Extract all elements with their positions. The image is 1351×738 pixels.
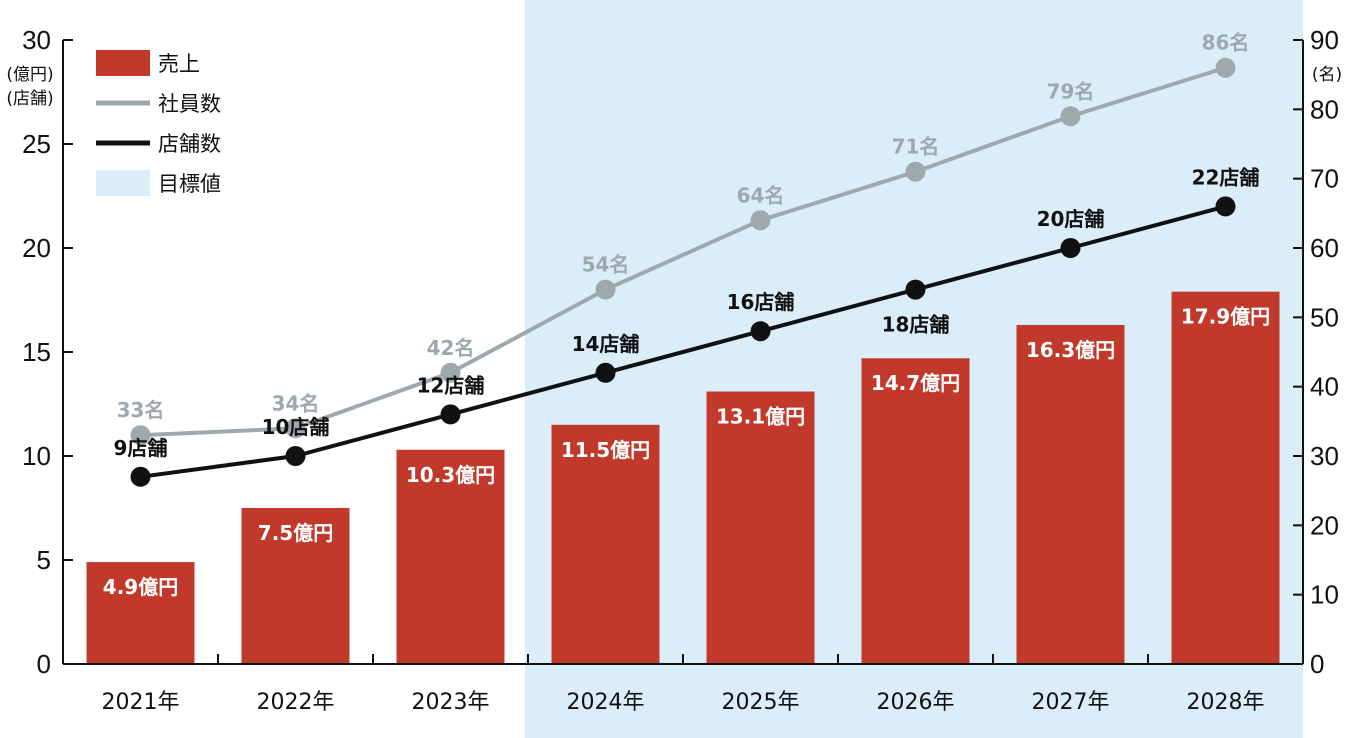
stores-line: [140, 204, 1227, 479]
employees-point-label: 86名: [1202, 31, 1250, 55]
bar-value-label: 4.9億円: [103, 575, 178, 599]
bar-sales: [86, 562, 195, 664]
employees-point-label: 34名: [272, 391, 320, 415]
bar-value-label: 14.7億円: [871, 371, 960, 395]
stores-point: [440, 404, 461, 425]
y-right-tick-label: 20: [1310, 510, 1339, 540]
stores-point: [1060, 238, 1081, 258]
x-tick-label: 2023年: [412, 690, 490, 715]
x-tick-label: 2028年: [1187, 690, 1265, 715]
employees-point: [130, 425, 151, 446]
y-right-tick-label: 50: [1310, 302, 1339, 332]
x-tick-label: 2026年: [877, 690, 955, 715]
employees-point: [750, 210, 771, 231]
x-tick-label: 2021年: [102, 690, 180, 715]
y-right-tick-label: 30: [1310, 441, 1339, 471]
y-right-tick-label: 40: [1310, 372, 1339, 402]
y-right-tick-label: 70: [1310, 164, 1339, 194]
employees-point: [905, 161, 926, 182]
legend-label: 社員数: [158, 92, 221, 116]
employees-point-label: 64名: [737, 183, 785, 207]
bar-sales: [396, 449, 505, 664]
stores-point: [130, 466, 151, 487]
bar-sales: [706, 391, 815, 664]
employees-point: [1215, 57, 1236, 78]
stores-point-label: 16店舗: [727, 290, 795, 314]
stores-point-label: 22店舗: [1192, 165, 1260, 189]
employees-point: [285, 418, 306, 439]
legend-label: 目標値: [158, 172, 221, 196]
x-tick-label: 2024年: [567, 690, 645, 715]
x-tick-label: 2027年: [1032, 690, 1110, 715]
stores-point: [595, 362, 616, 383]
bar-sales: [551, 424, 660, 664]
bar-value-label: 17.9億円: [1181, 305, 1270, 329]
bar-value-label: 16.3億円: [1026, 338, 1115, 362]
y-right-tick-label: 80: [1310, 94, 1339, 124]
employees-line: [140, 65, 1227, 438]
y-left-tick-label: 0: [37, 649, 51, 679]
employees-point-label: 33名: [117, 398, 165, 422]
x-tick-label: 2022年: [257, 690, 335, 715]
y-right-tick-label: 90: [1310, 25, 1339, 55]
y-right-unit-label: (名): [1312, 65, 1342, 85]
y-left-unit-label: (店舗): [6, 89, 53, 109]
y-right-tick-label: 10: [1310, 580, 1339, 610]
bar-sales: [1016, 324, 1125, 664]
employees-point-label: 71名: [892, 135, 940, 159]
stores-point: [1215, 196, 1236, 217]
y-left-tick-label: 30: [22, 25, 51, 55]
stores-point-label: 18店舗: [882, 313, 950, 337]
y-left-tick-label: 25: [22, 129, 51, 159]
stores-point-label: 14店舗: [572, 332, 640, 356]
stores-point-label: 20店舗: [1037, 207, 1105, 231]
y-left-tick-label: 20: [22, 233, 51, 263]
employees-point-label: 79名: [1047, 79, 1095, 103]
stores-point-label: 10店舗: [262, 415, 330, 439]
stores-point: [285, 446, 306, 466]
legend-swatch-target: [96, 170, 150, 196]
bar-sales: [241, 508, 350, 664]
stores-point-label: 12店舗: [417, 373, 485, 397]
y-left-unit-label: (億円): [6, 65, 53, 85]
employees-point-label: 54名: [582, 253, 630, 277]
employees-point: [440, 362, 461, 383]
bar-value-label: 13.1億円: [716, 405, 805, 429]
legend-label: 店舗数: [158, 132, 221, 156]
y-right-tick-label: 60: [1310, 233, 1339, 263]
bar-sales: [1171, 291, 1280, 664]
y-left-tick-label: 5: [37, 545, 51, 575]
y-right-tick-label: 0: [1310, 649, 1324, 679]
employees-point-label: 42名: [427, 336, 475, 360]
stores-point: [750, 321, 771, 342]
bar-sales: [861, 358, 970, 664]
employees-point: [595, 279, 616, 300]
y-left-tick-label: 10: [22, 441, 51, 471]
legend-swatch-sales: [96, 50, 150, 76]
stores-point-label: 9店舗: [114, 436, 168, 460]
stores-point: [905, 279, 926, 300]
legend-label: 売上: [158, 52, 200, 76]
y-left-tick-label: 15: [22, 337, 51, 367]
employees-point: [1060, 106, 1081, 127]
x-tick-label: 2025年: [722, 690, 800, 715]
bar-value-label: 10.3億円: [406, 463, 495, 487]
bar-value-label: 7.5億円: [258, 521, 333, 545]
bar-value-label: 11.5億円: [561, 438, 650, 462]
